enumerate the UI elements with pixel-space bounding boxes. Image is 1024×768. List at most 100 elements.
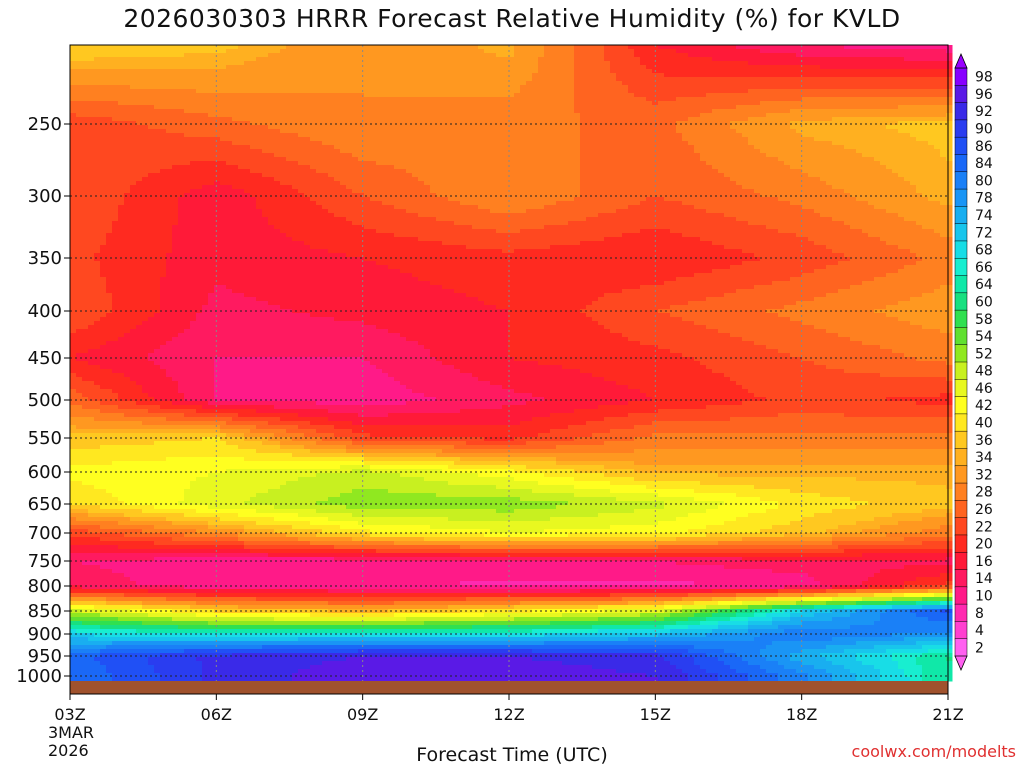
rh-cell (262, 105, 269, 110)
rh-cell (340, 169, 347, 174)
rh-cell (274, 109, 281, 114)
rh-cell (310, 65, 317, 70)
rh-cell (106, 165, 113, 170)
rh-cell (940, 81, 947, 86)
rh-cell (484, 117, 491, 122)
rh-cell (208, 165, 215, 170)
rh-cell (556, 157, 563, 162)
rh-cell (214, 133, 221, 138)
rh-cell (292, 81, 299, 86)
rh-cell (388, 137, 395, 142)
rh-cell (244, 77, 251, 82)
rh-cell (730, 49, 737, 54)
rh-cell (814, 45, 821, 50)
rh-cell (292, 129, 299, 134)
rh-cell (814, 113, 821, 118)
rh-cell (802, 149, 809, 154)
rh-cell (448, 77, 455, 82)
rh-cell (904, 65, 911, 70)
rh-cell (766, 85, 773, 90)
rh-cell (208, 161, 215, 166)
rh-cell (166, 109, 173, 114)
rh-cell (736, 117, 743, 122)
rh-cell (286, 101, 293, 106)
rh-cell (784, 133, 791, 138)
rh-cell (850, 45, 857, 50)
rh-cell (946, 129, 953, 134)
rh-cell (280, 73, 287, 78)
rh-cell (358, 133, 365, 138)
rh-cell (124, 93, 131, 98)
rh-cell (100, 97, 107, 102)
rh-cell (898, 117, 905, 122)
rh-cell (514, 45, 521, 50)
rh-cell (298, 93, 305, 98)
rh-cell (508, 49, 515, 54)
rh-cell (142, 137, 149, 142)
rh-cell (898, 169, 905, 174)
rh-cell (214, 129, 221, 134)
rh-cell (292, 157, 299, 162)
rh-cell (250, 69, 257, 74)
rh-cell (556, 81, 563, 86)
rh-cell (382, 57, 389, 62)
rh-cell (490, 161, 497, 166)
rh-cell (916, 133, 923, 138)
rh-cell (490, 77, 497, 82)
rh-cell (118, 93, 125, 98)
rh-cell (322, 93, 329, 98)
rh-cell (82, 137, 89, 142)
rh-cell (226, 69, 233, 74)
rh-cell (82, 105, 89, 110)
rh-cell (724, 161, 731, 166)
rh-cell (838, 149, 845, 154)
rh-cell (808, 165, 815, 170)
rh-cell (394, 157, 401, 162)
rh-cell (538, 49, 545, 54)
rh-cell (694, 77, 701, 82)
rh-cell (358, 77, 365, 82)
rh-cell (262, 61, 269, 66)
rh-cell (616, 61, 623, 66)
rh-cell (778, 81, 785, 86)
rh-cell (916, 145, 923, 150)
rh-cell (418, 161, 425, 166)
rh-cell (526, 57, 533, 62)
rh-cell (334, 161, 341, 166)
rh-cell (424, 69, 431, 74)
rh-cell (736, 89, 743, 94)
rh-cell (142, 93, 149, 98)
rh-cell (274, 173, 281, 178)
rh-cell (718, 57, 725, 62)
rh-cell (802, 97, 809, 102)
rh-cell (676, 57, 683, 62)
rh-cell (802, 101, 809, 106)
rh-cell (232, 45, 239, 50)
rh-cell (562, 93, 569, 98)
rh-cell (832, 157, 839, 162)
rh-cell (436, 101, 443, 106)
rh-cell (334, 53, 341, 58)
rh-cell (382, 49, 389, 54)
rh-cell (148, 77, 155, 82)
rh-cell (538, 133, 545, 138)
rh-cell (790, 169, 797, 174)
rh-cell (562, 61, 569, 66)
rh-cell (232, 153, 239, 158)
rh-cell (370, 153, 377, 158)
rh-cell (766, 141, 773, 146)
rh-cell (904, 117, 911, 122)
rh-cell (694, 137, 701, 142)
rh-cell (856, 61, 863, 66)
rh-cell (442, 113, 449, 118)
rh-cell (580, 57, 587, 62)
rh-cell (802, 77, 809, 82)
rh-cell (688, 141, 695, 146)
rh-cell (628, 173, 635, 178)
rh-cell (628, 117, 635, 122)
rh-cell (364, 153, 371, 158)
rh-cell (490, 97, 497, 102)
rh-cell (814, 93, 821, 98)
rh-cell (430, 153, 437, 158)
rh-cell (916, 61, 923, 66)
